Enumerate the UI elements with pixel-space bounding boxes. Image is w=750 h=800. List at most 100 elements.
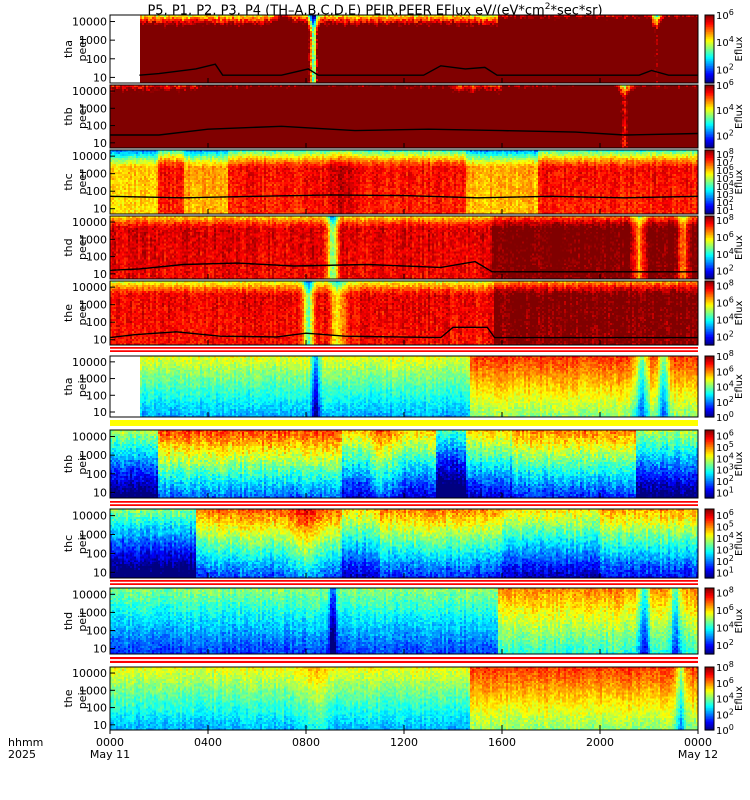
colorbar-segment [705,322,714,325]
colorbar-segment [705,284,714,287]
colorbar-segment [705,609,714,612]
colorbar-segment [705,394,714,397]
colorbar-segment [705,341,714,344]
colorbar-segment [705,475,714,479]
colorbar-segment [705,183,714,186]
colorbar-segment [705,290,714,293]
colorbar-segment [705,16,714,19]
colorbar-segment [705,161,714,164]
colorbar-segment [705,185,714,188]
colorbar-segment [705,261,714,264]
colorbar-segment [705,207,714,210]
colorbar-segment [705,135,714,138]
colorbar-segment [705,81,714,84]
colorbar-segment [705,440,714,443]
colorbar-segment [705,371,714,374]
x-tick-label: 0000 [684,736,712,749]
colorbar-segment [705,210,714,213]
colorbar-segment [705,496,714,499]
colorbar-segment [705,175,714,178]
colorbar-segment [705,274,714,277]
colorbar-title: Eflux [734,36,745,61]
colorbar-segment [705,701,714,704]
colorbar-frame [704,355,715,418]
colorbar-segment [705,453,714,457]
colorbar-segment [705,685,714,689]
colorbar-segment [705,700,714,703]
colorbar-frame [704,508,715,579]
y-tick-label: 10 [93,137,107,150]
y-tick-label: 10000 [72,356,107,369]
colorbar-segment [705,45,714,48]
colorbar-segment [705,363,714,366]
spectrogram-image [110,509,698,578]
x-tick-label: 0800 [292,736,320,749]
colorbar-segment [705,589,714,592]
colorbar-segment [705,272,714,275]
colorbar-segment [705,617,714,620]
colorbar-segment [705,588,714,591]
colorbar-segment [705,59,714,62]
colorbar-frame [704,587,715,655]
colorbar-segment [705,489,714,492]
colorbar-segment [705,124,714,127]
colorbar-title: Eflux [734,235,745,260]
colorbar-segment [705,71,714,74]
colorbar-segment [705,28,714,31]
colorbar-segment [705,180,714,183]
colorbar-segment [705,300,714,303]
colorbar-tick-label: 104 [716,103,734,117]
colorbar-segment [705,448,714,451]
colorbar-segment [705,726,714,730]
colorbar-segment [705,536,714,539]
spectrogram-panel-thb-peir: 10000 1000 100 10 thb peir 106105104103102101E… [62,429,745,500]
colorbar-segment [705,223,714,227]
colorbar-segment [705,317,714,320]
colorbar-tick-label: 106 [716,364,734,378]
y-tick-label: 10000 [72,510,107,523]
colorbar-segment [705,596,714,599]
colorbar-segment [705,116,714,119]
colorbar-segment [705,156,714,159]
colorbar-title: Eflux [734,104,745,129]
colorbar-segment [705,720,714,723]
colorbar-segment [705,43,714,47]
colorbar-segment [705,514,714,517]
colorbar-segment [705,524,714,527]
colorbar-segment [705,673,714,676]
colorbar-segment [705,599,714,602]
colorbar-segment [705,92,714,96]
colorbar-segment [705,222,714,225]
colorbar-segment [705,534,714,538]
colorbar-segment [705,538,714,541]
colorbar-segment [705,158,714,161]
colorbar-segment [705,329,714,332]
y-tick-label: 100 [86,468,107,481]
flag-bar-stripe [110,348,698,351]
y-tick-label: 1000 [79,529,107,542]
colorbar-segment [705,630,714,634]
colorbar-segment [705,550,714,553]
y-tick-label: 1000 [79,233,107,246]
colorbar-tick-label: 106 [716,8,734,22]
colorbar-segment [705,639,714,642]
y-tick-label: 10 [93,71,107,84]
colorbar-title: Eflux [734,451,745,476]
colorbar-segment [705,305,714,308]
y-tick-label: 100 [86,251,107,264]
colorbar-segment [705,526,714,529]
colorbar-segment [705,541,714,545]
colorbar-segment [705,196,714,199]
colorbar-segment [705,681,714,684]
y-label-species: peir [76,453,89,475]
spectrogram-image [110,216,698,279]
colorbar-segment [705,703,714,706]
colorbar-segment [705,640,714,644]
colorbar-title: Eflux [734,374,745,399]
